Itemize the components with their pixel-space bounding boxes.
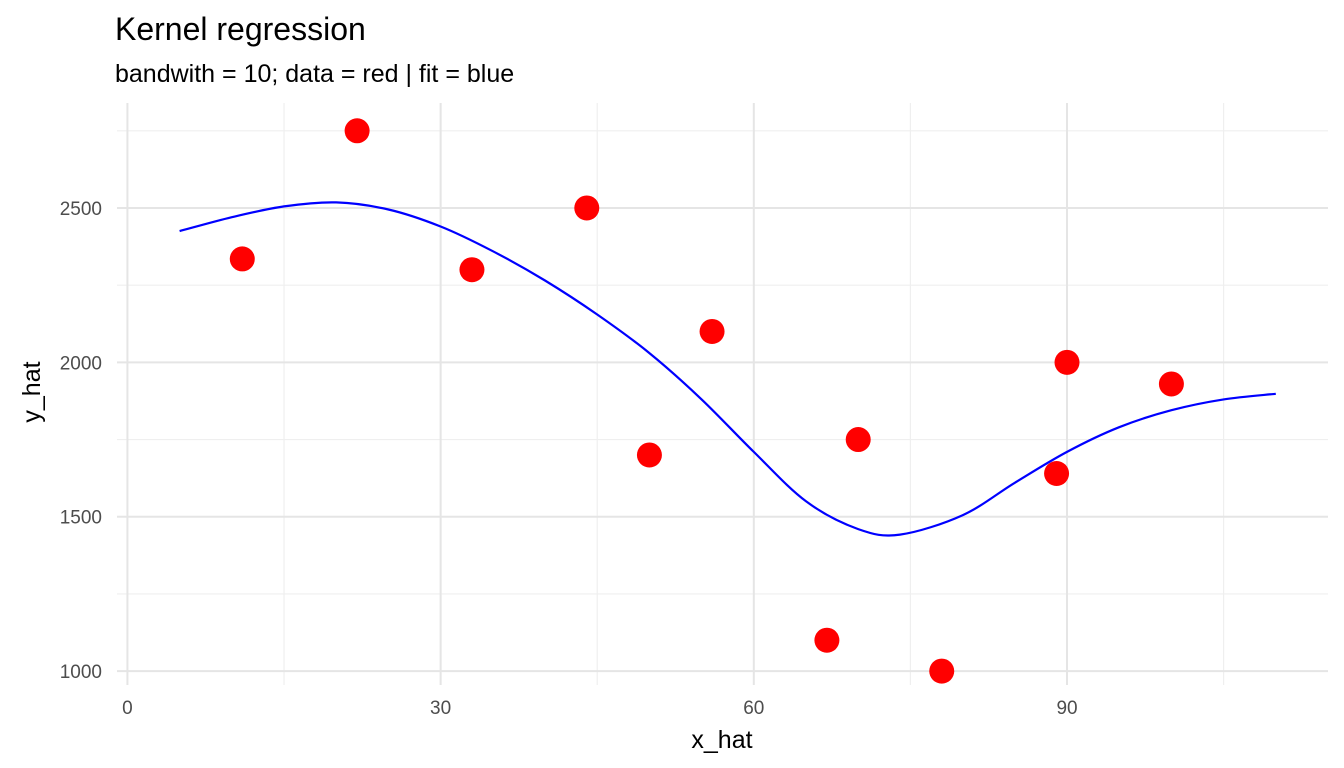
- y-tick-label: 1500: [60, 508, 102, 529]
- x-axis-label: x_hat: [691, 726, 752, 754]
- x-tick-label: 60: [743, 698, 764, 719]
- grid: [117, 103, 1328, 685]
- data-point: [1158, 371, 1184, 397]
- data-point: [845, 427, 871, 453]
- y-axis-label: y_hat: [18, 361, 46, 422]
- data-point: [229, 246, 255, 272]
- x-tick-label: 0: [122, 698, 133, 719]
- y-tick-label: 1000: [60, 662, 102, 683]
- data-point: [574, 195, 600, 221]
- fit-line: [179, 201, 1276, 537]
- data-point: [344, 118, 370, 144]
- y-tick-label: 2000: [60, 353, 102, 374]
- x-tick-label: 30: [430, 698, 451, 719]
- chart-subtitle: bandwith = 10; data = red | fit = blue: [115, 60, 514, 88]
- data-point: [699, 318, 725, 344]
- data-point: [459, 257, 485, 283]
- data-point: [929, 658, 955, 684]
- y-axis-tick-labels: 1000 1500 2000 2500: [60, 199, 102, 683]
- x-tick-label: 90: [1056, 698, 1077, 719]
- x-axis-tick-labels: 0 30 60 90: [122, 698, 1077, 719]
- data-point: [636, 442, 662, 468]
- chart-title: Kernel regression: [115, 11, 366, 47]
- fit-layer: [179, 201, 1276, 537]
- data-point: [814, 627, 840, 653]
- points-layer: [229, 118, 1184, 684]
- data-point: [1044, 461, 1070, 487]
- data-point: [1054, 349, 1080, 375]
- y-tick-label: 2500: [60, 199, 102, 220]
